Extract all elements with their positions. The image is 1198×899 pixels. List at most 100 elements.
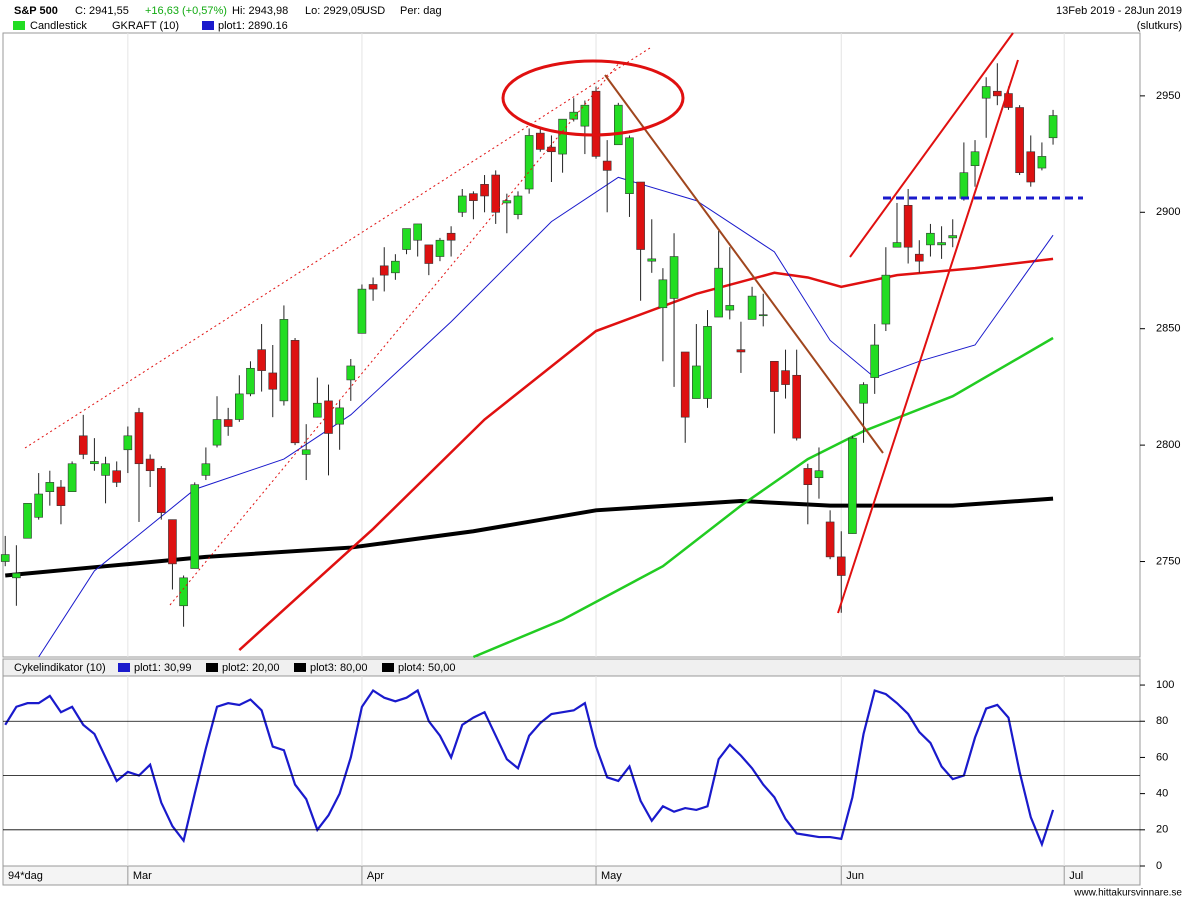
candle-body: [368, 284, 378, 290]
y-tick-label: 2750: [1156, 555, 1180, 567]
candle-body: [814, 470, 824, 479]
candle-body: [457, 195, 467, 213]
candle-body: [56, 486, 66, 506]
candle-body: [123, 435, 133, 451]
candle-body: [903, 204, 913, 248]
candle-body: [803, 468, 813, 486]
candle-body: [23, 503, 32, 539]
candle-body: [937, 242, 946, 246]
candle-body: [235, 393, 244, 420]
candle-body: [391, 260, 400, 274]
candle-body: [335, 407, 344, 425]
candle-body: [346, 365, 356, 381]
candle-body: [591, 90, 601, 157]
x-tick-label: Jun: [846, 870, 864, 882]
span-label: 94*dag: [8, 870, 43, 882]
y-tick-label: 20: [1156, 824, 1168, 836]
legend-entry: plot1: 30,99: [134, 662, 192, 674]
candle-body: [491, 174, 501, 213]
x-tick-label: Mar: [133, 870, 152, 882]
candle-body: [413, 223, 422, 241]
candle-body: [970, 151, 980, 167]
trend-up-2: [837, 59, 1019, 614]
legend-swatch: [382, 663, 394, 672]
close: C: 2941,55: [75, 5, 129, 17]
candle-body: [201, 463, 211, 476]
candle-body: [647, 258, 657, 262]
candle-body: [993, 90, 1002, 97]
candle-body: [1048, 115, 1058, 139]
change: +16,63 (+0,57%): [145, 5, 227, 17]
candle-body: [90, 461, 99, 465]
candle-body: [658, 279, 668, 309]
moving-average: [5, 496, 1054, 578]
candle-body: [703, 326, 712, 399]
legend-swatch: [202, 21, 214, 30]
candle-body: [747, 295, 757, 320]
y-tick-label: 60: [1156, 751, 1168, 763]
candle-body: [948, 235, 958, 239]
candle-body: [669, 256, 679, 299]
candle-body: [179, 577, 188, 607]
moving-average: [472, 336, 1054, 659]
candle-body: [145, 458, 155, 472]
candle-body: [614, 104, 623, 146]
candle-body: [513, 195, 523, 215]
candle-body: [859, 384, 868, 404]
candle-body: [101, 463, 110, 476]
symbol: S&P 500: [14, 5, 58, 17]
candle-body: [692, 365, 701, 399]
candle-body: [246, 367, 255, 395]
moving-average: [38, 176, 1054, 658]
candle-body: [625, 137, 634, 194]
y-tick-label: 2850: [1156, 323, 1180, 335]
candle-body: [34, 493, 43, 518]
legend-swatch: [294, 663, 306, 672]
legend-entry[interactable]: GKRAFT (10): [112, 20, 179, 32]
candle-body: [301, 449, 311, 455]
basis: (slutkurs): [1137, 20, 1182, 32]
indicator-panel: [2, 675, 1141, 867]
candle-body: [547, 146, 556, 153]
legend-swatch: [206, 663, 218, 672]
candle-body: [758, 314, 768, 317]
candle-body: [714, 267, 723, 318]
candle-body: [45, 482, 55, 492]
y-tick-label: 0: [1156, 860, 1162, 872]
legend-entry[interactable]: plot1: 2890.16: [218, 20, 288, 32]
candle-body: [926, 232, 935, 246]
candle-body: [736, 349, 746, 353]
period: Per: dag: [400, 5, 442, 17]
candle-body: [0, 554, 10, 562]
channel-upper: [24, 47, 651, 449]
candle-body: [1015, 107, 1024, 174]
candle-body: [134, 412, 144, 465]
candle-body: [892, 242, 902, 248]
candle-body: [981, 86, 991, 99]
x-tick-label: May: [601, 870, 622, 882]
candle-body: [558, 118, 567, 155]
candle-body: [914, 253, 924, 262]
candle-body: [1026, 151, 1036, 183]
candle-body: [569, 111, 579, 120]
candle-body: [870, 344, 880, 378]
candle-body: [636, 181, 645, 250]
legend-entry[interactable]: Candlestick: [30, 20, 87, 32]
candle-body: [290, 340, 300, 444]
legend-entry: plot4: 50,00: [398, 662, 456, 674]
legend-entry: plot3: 80,00: [310, 662, 368, 674]
candle-body: [67, 463, 77, 492]
candle-body: [480, 184, 489, 197]
candle-body: [469, 193, 478, 201]
site: www.hittakursvinnare.se: [1073, 888, 1182, 899]
candle-body: [881, 274, 891, 325]
y-tick-label: 40: [1156, 788, 1168, 800]
candle-body: [825, 521, 835, 558]
candle-body: [156, 468, 166, 513]
candle-body: [446, 232, 456, 241]
candle-body: [379, 265, 389, 276]
trend-up-1: [849, 32, 1014, 258]
candle-body: [257, 349, 266, 371]
candle-body: [279, 319, 289, 402]
